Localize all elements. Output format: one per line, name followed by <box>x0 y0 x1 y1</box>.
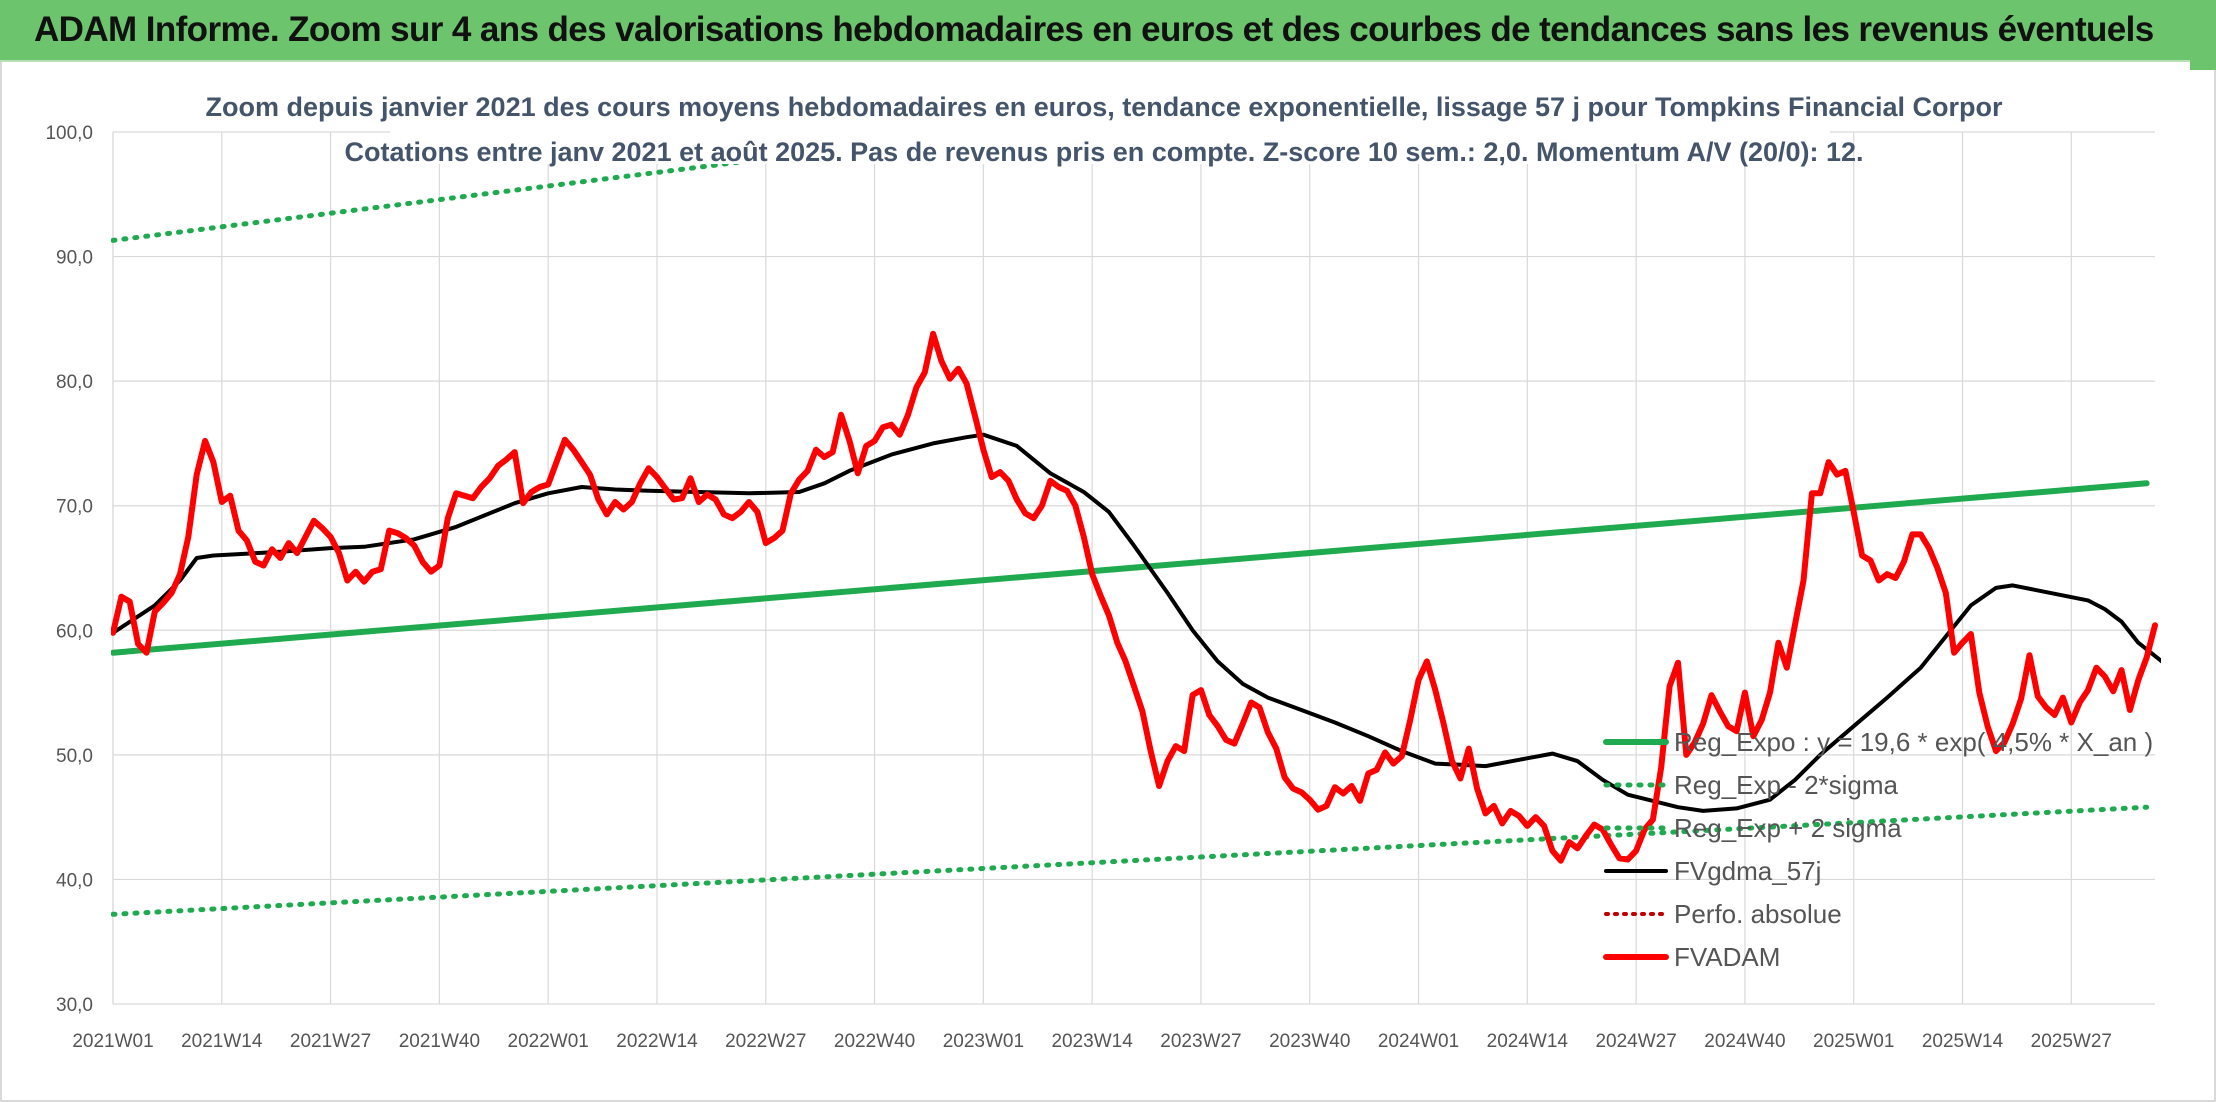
x-tick-label: 2022W27 <box>725 1031 806 1052</box>
x-tick-label: 2022W01 <box>508 1031 589 1052</box>
x-axis-ticks: 2021W01 2021W14 2021W27 2021W40 2022W01 2022W… <box>72 1031 2112 1052</box>
report-banner: ADAM Informe. Zoom sur 4 ans des valoris… <box>0 0 2216 62</box>
y-tick-label: 40,0 <box>56 870 93 891</box>
legend-label: Reg_Expo : y = 19,6 * exp( 4,5% * X_an ) <box>1674 727 2153 757</box>
x-tick-label: 2021W01 <box>72 1031 153 1052</box>
y-tick-label: 100,0 <box>45 123 93 144</box>
x-tick-label: 2021W40 <box>399 1031 480 1052</box>
reg-expo-line <box>111 480 2150 656</box>
reg-plus-sigma-line <box>111 130 1017 243</box>
legend: Reg_Expo : y = 19,6 * exp( 4,5% * X_an )… <box>1603 727 2153 972</box>
y-tick-label: 60,0 <box>56 621 93 642</box>
legend-label: FVADAM <box>1674 942 1780 972</box>
y-tick-label: 90,0 <box>56 248 93 269</box>
y-axis-ticks: 100,0 90,0 80,0 70,0 60,0 50,0 40,0 30,0 <box>45 123 93 1016</box>
subtitle-bg-2 <box>390 126 1830 164</box>
x-tick-label: 2024W27 <box>1595 1031 1676 1052</box>
chart-title: Zoom depuis janvier 2021 des cours moyen… <box>205 92 2003 122</box>
series-lines <box>111 130 2161 917</box>
x-tick-label: 2023W14 <box>1051 1031 1133 1052</box>
fvadam-line <box>111 330 2158 864</box>
report-title: ADAM Informe. Zoom sur 4 ans des valoris… <box>34 10 2154 49</box>
x-tick-label: 2024W01 <box>1378 1031 1459 1052</box>
x-tick-label: 2025W27 <box>2031 1031 2112 1052</box>
x-tick-label: 2021W27 <box>290 1031 371 1052</box>
legend-label: Perfo. absolue <box>1674 899 1842 929</box>
legend-label: Reg_Exp + 2 sigma <box>1674 813 1902 843</box>
x-tick-label: 2023W40 <box>1269 1031 1350 1052</box>
x-tick-label: 2021W14 <box>181 1031 263 1052</box>
subtitle-bg-1 <box>270 86 1950 124</box>
x-tick-label: 2022W14 <box>616 1031 698 1052</box>
legend-label: Reg_Exp - 2*sigma <box>1674 770 1899 800</box>
fvgdma-57j-line <box>111 432 2161 813</box>
x-tick-label: 2025W14 <box>1922 1031 2004 1052</box>
x-tick-label: 2023W01 <box>943 1031 1024 1052</box>
x-tick-label: 2024W40 <box>1704 1031 1785 1052</box>
x-tick-label: 2023W27 <box>1160 1031 1241 1052</box>
y-tick-label: 80,0 <box>56 372 93 393</box>
x-tick-label: 2022W40 <box>834 1031 915 1052</box>
legend-label: FVgdma_57j <box>1674 856 1821 886</box>
banner-accent <box>2190 60 2216 70</box>
x-tick-label: 2025W01 <box>1813 1031 1894 1052</box>
y-tick-label: 30,0 <box>56 995 93 1016</box>
y-tick-label: 50,0 <box>56 746 93 767</box>
y-tick-label: 70,0 <box>56 497 93 518</box>
x-tick-label: 2024W14 <box>1487 1031 1569 1052</box>
chart-subtitle: Cotations entre janv 2021 et août 2025. … <box>344 137 1863 167</box>
reg-minus-sigma-line <box>111 804 2150 917</box>
